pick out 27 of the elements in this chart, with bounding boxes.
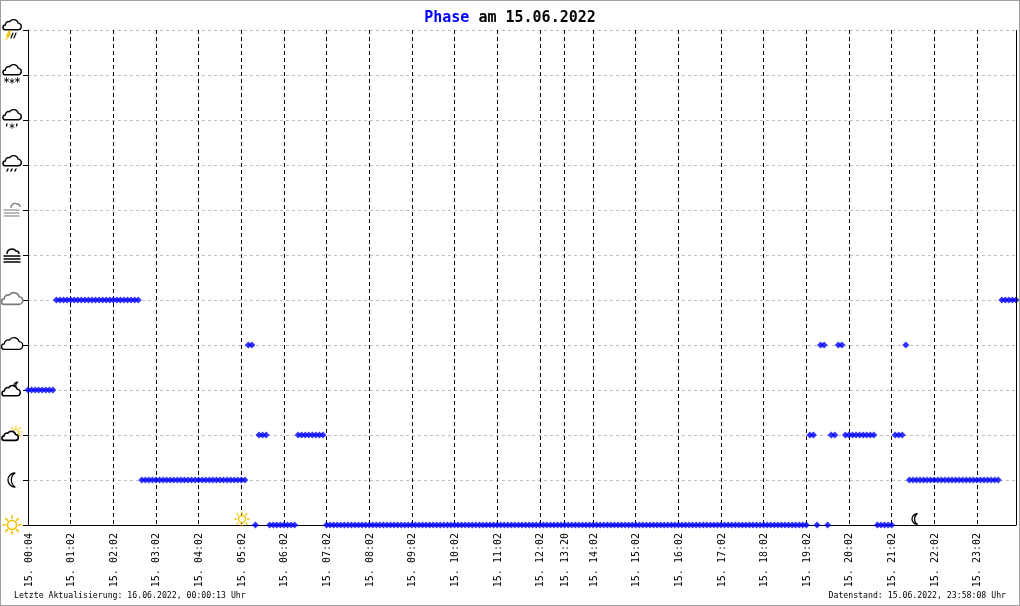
x-tick-label: 15. 16:02 bbox=[672, 533, 684, 588]
text: Datenstand: 15.06.2022, 23:58:08 Uhr bbox=[828, 590, 1007, 600]
text: Letzte Aktualisierung: 16.06.2022, 00:00:13 Uhr bbox=[14, 590, 246, 600]
x-tick-label: 15. 01:02 bbox=[65, 533, 77, 588]
x-tick-label: 15. 09:02 bbox=[406, 533, 418, 588]
x-tick-label: 15. 12:02 bbox=[534, 533, 546, 588]
x-tick-label: 15. 19:02 bbox=[800, 533, 812, 588]
x-tick-label: 15. 23:02 bbox=[971, 533, 983, 588]
chart-title: Phase am 15.06.2022 bbox=[424, 7, 596, 26]
x-tick-label: 15. 02:02 bbox=[107, 533, 119, 588]
x-tick-label: 15. 21:02 bbox=[886, 533, 898, 588]
x-tick-label: 15. 05:02 bbox=[235, 533, 247, 588]
x-tick-label: 15. 14:02 bbox=[587, 533, 599, 588]
x-tick-label: 15. 11:02 bbox=[491, 533, 503, 588]
x-tick-label: 15. 22:02 bbox=[928, 533, 940, 588]
x-tick-label: 15. 17:02 bbox=[715, 533, 727, 588]
x-tick-label: 15. 15:02 bbox=[630, 533, 642, 588]
x-tick-label: 15. 10:02 bbox=[448, 533, 460, 588]
x-tick-label: 15. 03:02 bbox=[150, 533, 162, 588]
x-tick-label: 15. 13:20 bbox=[559, 533, 571, 588]
x-tick-label: 15. 08:02 bbox=[363, 533, 375, 588]
x-tick-label: 15. 18:02 bbox=[758, 533, 770, 588]
x-tick-label: 15. 00:04 bbox=[22, 533, 34, 588]
x-tick-label: 15. 06:02 bbox=[278, 533, 290, 588]
x-tick-label: 15. 07:02 bbox=[321, 533, 333, 588]
x-tick-label: 15. 04:02 bbox=[193, 533, 205, 588]
x-tick-label: 15. 20:02 bbox=[843, 533, 855, 588]
